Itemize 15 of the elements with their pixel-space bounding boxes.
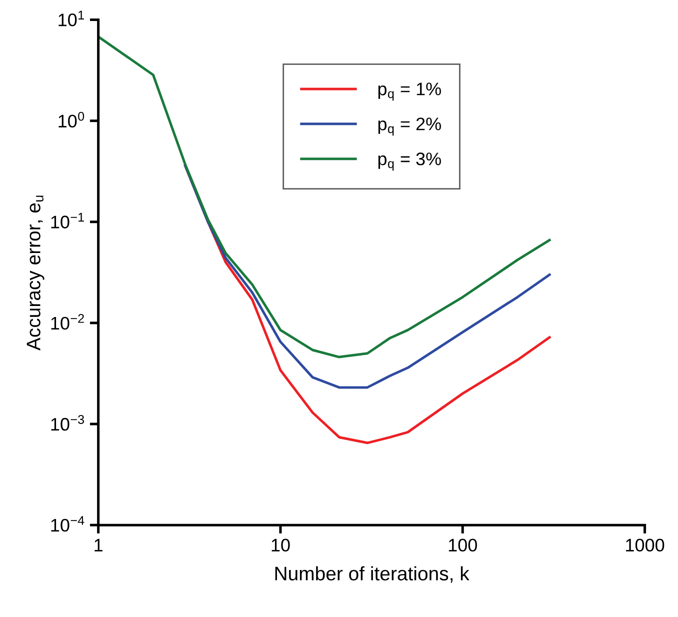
- y-tick-label: 10$^{1}$: [58, 10, 84, 26]
- legend-label: p$_{q}$ = 3%: [378, 152, 441, 171]
- y-tick-label: 10$^{−4}$: [51, 516, 84, 532]
- x-tick-label: 100: [448, 538, 477, 552]
- x-tick-label: 10: [272, 538, 290, 552]
- x-tick-label: 1: [94, 538, 102, 552]
- y-tick-label: 10$^{−3}$: [51, 415, 84, 431]
- legend-label: p$_{q}$ = 1%: [378, 82, 441, 101]
- y-tick-label: 10$^{−2}$: [51, 314, 84, 330]
- y-axis-title: Accuracy error, e$_{u}$: [26, 196, 44, 351]
- x-axis-title: Number of iterations, k: [275, 566, 470, 583]
- y-tick-label: 10$^{−1}$: [51, 212, 84, 228]
- legend-label: p$_{q}$ = 2%: [378, 118, 441, 136]
- y-tick-label: 10$^{0}$: [58, 112, 84, 128]
- x-tick-label: 1000: [626, 538, 664, 552]
